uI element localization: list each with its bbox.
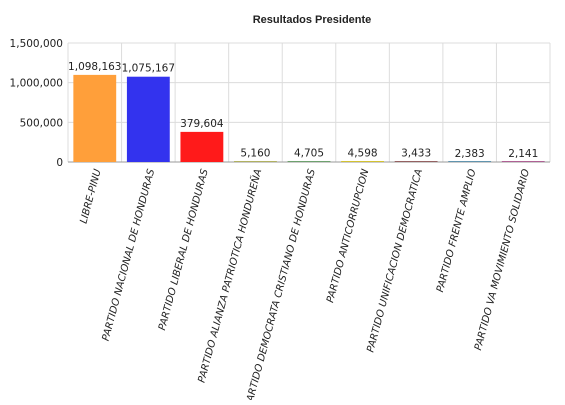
chart-title: Resultados Presidente bbox=[253, 14, 372, 26]
bar-value-label: 379,604 bbox=[180, 118, 224, 130]
bar-value-label: 3,433 bbox=[401, 148, 431, 160]
bar-value-label: 4,705 bbox=[294, 148, 324, 160]
bar-value-label: 1,075,167 bbox=[122, 63, 175, 75]
y-tick-label: 1,000,000 bbox=[10, 78, 63, 90]
category-label: PARTIDO UNIFICACION DEMOCRATICA bbox=[365, 168, 425, 354]
bar-value-label: 2,141 bbox=[508, 148, 538, 160]
bar[interactable] bbox=[501, 161, 545, 162]
bar[interactable] bbox=[180, 131, 224, 162]
category-label: PARTIDO ANTICORRUPCION bbox=[325, 167, 371, 304]
bar[interactable] bbox=[234, 161, 277, 162]
y-tick-label: 0 bbox=[56, 157, 63, 169]
category-label: PARTIDO LIBERAL DE HONDURAS bbox=[157, 167, 211, 331]
bars bbox=[73, 74, 545, 162]
bar-value-label: 5,160 bbox=[240, 148, 270, 160]
y-tick-label: 500,000 bbox=[20, 117, 63, 129]
category-label: PARTIDO NACIONAL DE HONDURAS bbox=[101, 167, 158, 342]
bar[interactable] bbox=[287, 161, 331, 162]
bar-value-label: 2,383 bbox=[455, 148, 485, 160]
category-label: PARTIDO ALIANZA PATRIOTICA HONDUREÑA bbox=[195, 167, 265, 384]
bar[interactable] bbox=[73, 74, 117, 162]
y-axis-ticks: 0 500,000 1,000,000 1,500,000 bbox=[10, 38, 63, 169]
category-label: LIBRE-PINU bbox=[79, 167, 104, 225]
bar-value-label: 1,098,163 bbox=[68, 61, 121, 73]
category-label: PARTIDO VA MOVIMIENTO SOLIDARIO bbox=[473, 168, 532, 352]
y-tick-label: 1,500,000 bbox=[10, 38, 63, 50]
category-label: PARTIDO FRENTE AMPLIO bbox=[435, 168, 479, 294]
bar[interactable] bbox=[341, 161, 384, 162]
bar[interactable] bbox=[126, 76, 170, 162]
bar-value-label: 4,598 bbox=[348, 148, 378, 160]
data-labels: 1,098,163 1,075,167 379,604 5,160 4,705 4,598… bbox=[68, 61, 538, 160]
bar[interactable] bbox=[394, 161, 438, 162]
bar[interactable] bbox=[448, 161, 492, 162]
